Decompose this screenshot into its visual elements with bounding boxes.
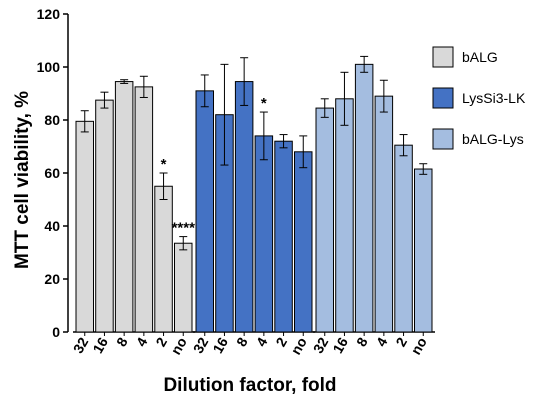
x-tick-label: 16 [329,334,351,356]
x-tick-label: no [167,335,189,358]
x-tick-label: 32 [190,334,212,356]
x-tick-label: no [287,335,309,358]
legend-label: bALG [462,49,498,65]
x-tick-label: 2 [152,334,170,349]
bar [274,140,293,333]
bar [134,86,154,333]
bar [315,107,334,333]
y-tick-label: 40 [44,218,60,234]
legend-label: LysSi3-LK [462,90,526,106]
x-tick-label: 16 [209,334,231,356]
legend-swatch [432,128,454,150]
legend-label: bALG-Lys [462,131,524,147]
bar [95,99,114,333]
significance-marker: * [261,95,267,112]
bar [234,81,254,333]
bar [174,242,193,333]
bar [154,185,173,333]
x-tick-label: 2 [272,334,290,349]
y-tick-label: 20 [44,271,60,287]
x-tick-label: 16 [89,334,111,356]
bar [195,90,214,333]
legend-swatch [432,46,454,68]
significance-marker: **** [172,220,196,237]
legend-swatch [432,87,454,109]
x-tick-label: 32 [70,334,92,356]
y-tick-label: 80 [44,112,60,128]
y-tick-label: 120 [37,6,61,22]
x-tick-label: 8 [233,334,251,349]
y-tick-label: 100 [37,59,61,75]
bar [374,95,394,333]
x-tick-label: 32 [310,334,332,356]
bar [335,98,354,333]
x-axis-label: Dilution factor, fold [163,375,336,396]
y-tick-label: 60 [44,165,60,181]
legend: bALG LysSi3-LK bALG-Lys [432,46,526,150]
bar [414,168,433,333]
x-tick-label: 4 [253,334,271,349]
bar [394,144,413,333]
bar [114,81,134,333]
x-tick-label: 4 [373,334,391,349]
y-tick-label: 0 [52,324,60,340]
bar [75,120,94,333]
x-tick-label: 2 [392,334,410,349]
x-tick-label: no [407,335,429,358]
x-tick-label: 8 [113,334,131,349]
bar [254,135,274,333]
x-tick-label: 8 [353,334,371,349]
significance-marker: * [161,156,167,173]
bar [294,151,313,333]
x-tick-label: 4 [133,334,151,349]
bar [354,63,374,333]
y-axis-label: MTT cell viability, % [12,91,33,269]
